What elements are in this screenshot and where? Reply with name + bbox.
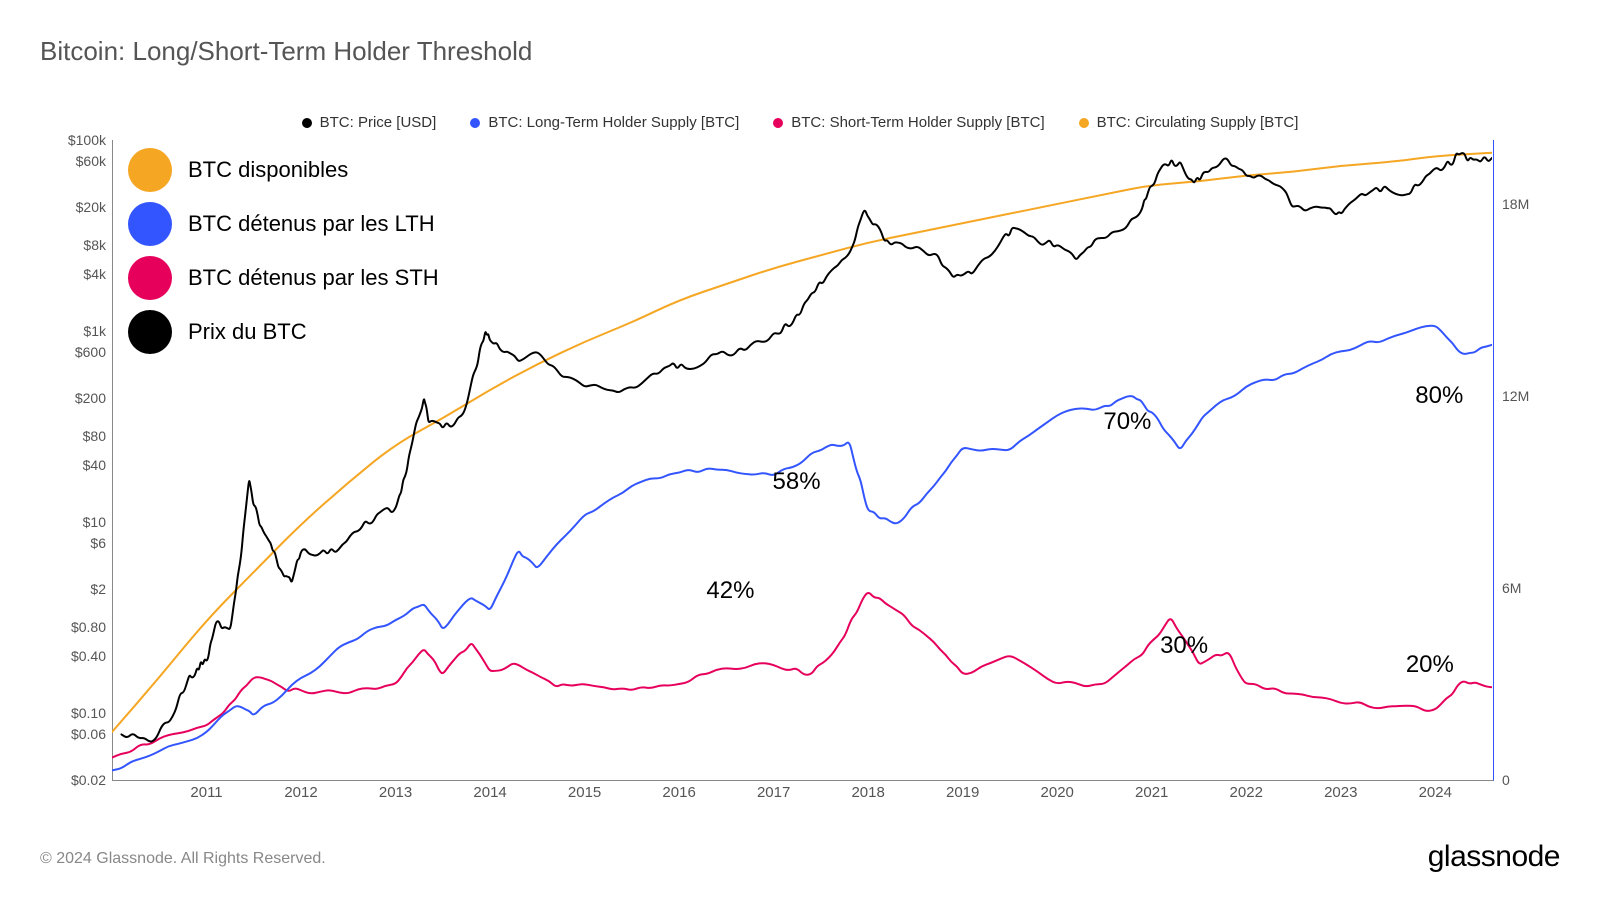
y-left-tick: $60k	[76, 153, 106, 169]
overlay-legend: BTC disponibles BTC détenus par les LTH …	[128, 148, 439, 364]
y-right-tick: 12M	[1502, 388, 1529, 404]
y-left-tick: $200	[75, 390, 106, 406]
x-tick: 2017	[757, 784, 790, 801]
y-left-tick: $2	[90, 581, 106, 597]
overlay-label: BTC détenus par les LTH	[188, 211, 435, 237]
x-tick: 2011	[190, 784, 222, 801]
chart-annotation: 30%	[1160, 632, 1208, 660]
y-left-tick: $4k	[83, 266, 106, 282]
x-tick: 2021	[1135, 784, 1168, 801]
chart-container: Bitcoin: Long/Short-Term Holder Threshol…	[0, 0, 1600, 900]
chart-annotation: 70%	[1103, 408, 1151, 436]
overlay-dot-icon	[128, 202, 172, 246]
overlay-item: BTC détenus par les STH	[128, 256, 439, 300]
x-tick: 2018	[851, 784, 884, 801]
copyright-text: © 2024 Glassnode. All Rights Reserved.	[40, 850, 326, 868]
overlay-dot-icon	[128, 310, 172, 354]
x-tick: 2016	[662, 784, 695, 801]
y-left-tick: $1k	[83, 323, 106, 339]
overlay-item: BTC disponibles	[128, 148, 439, 192]
y-left-tick: $0.10	[71, 705, 106, 721]
x-tick: 2024	[1419, 784, 1452, 801]
brand-logo: glassnode	[1428, 840, 1560, 874]
y-left-tick: $6	[90, 535, 106, 551]
x-tick: 2022	[1230, 784, 1263, 801]
overlay-item: Prix du BTC	[128, 310, 439, 354]
overlay-item: BTC détenus par les LTH	[128, 202, 439, 246]
x-tick: 2012	[284, 784, 317, 801]
x-tick: 2023	[1324, 784, 1357, 801]
y-left-tick: $0.06	[71, 726, 106, 742]
x-tick: 2019	[946, 784, 979, 801]
overlay-label: BTC disponibles	[188, 157, 348, 183]
y-right-tick: 0	[1502, 772, 1510, 788]
y-left-tick: $600	[75, 344, 106, 360]
overlay-label: BTC détenus par les STH	[188, 265, 439, 291]
y-left-tick: $80	[83, 428, 106, 444]
series-line	[112, 593, 1492, 758]
chart-annotation: 80%	[1415, 382, 1463, 410]
y-left-tick: $0.40	[71, 648, 106, 664]
series-line	[112, 326, 1492, 771]
x-tick: 2020	[1041, 784, 1074, 801]
y-right-tick: 18M	[1502, 196, 1529, 212]
chart-svg	[0, 0, 1600, 900]
y-left-tick: $10	[83, 514, 106, 530]
y-left-tick: $0.80	[71, 619, 106, 635]
overlay-dot-icon	[128, 148, 172, 192]
y-left-tick: $40	[83, 457, 106, 473]
overlay-dot-icon	[128, 256, 172, 300]
chart-annotation: 58%	[773, 468, 821, 496]
x-tick: 2014	[473, 784, 506, 801]
y-left-tick: $0.02	[71, 772, 106, 788]
x-tick: 2013	[379, 784, 412, 801]
y-left-tick: $100k	[68, 132, 106, 148]
y-right-tick: 6M	[1502, 580, 1521, 596]
y-left-tick: $8k	[83, 237, 106, 253]
x-tick: 2015	[568, 784, 601, 801]
y-left-tick: $20k	[76, 199, 106, 215]
chart-annotation: 20%	[1406, 651, 1454, 679]
chart-annotation: 42%	[706, 577, 754, 605]
overlay-label: Prix du BTC	[188, 319, 307, 345]
